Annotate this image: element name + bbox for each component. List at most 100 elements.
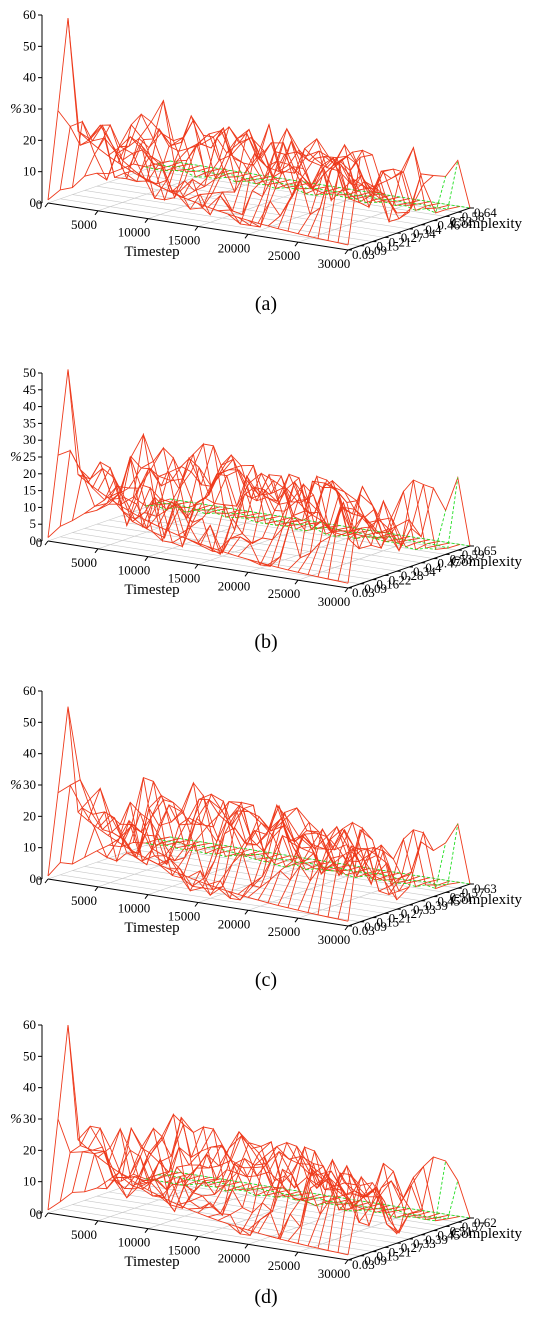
y-tick-label: 0.53 xyxy=(450,551,473,566)
z-tick-label: 20 xyxy=(23,808,36,823)
z-axis-label: % xyxy=(10,778,22,793)
x-tick-mark xyxy=(244,910,249,915)
x-axis-label: Timestep xyxy=(124,582,179,598)
surface-line-complexity xyxy=(59,449,361,567)
x-tick-label: 30000 xyxy=(318,1266,351,1281)
y-tick-label: 0.09 xyxy=(364,919,387,934)
surface-line-complexity xyxy=(71,467,373,554)
y-tick-label: 0.34 xyxy=(413,226,436,241)
x-tick-label: 20000 xyxy=(218,916,251,931)
surface-mesh xyxy=(47,1024,471,1256)
surface-line-complexity xyxy=(108,124,410,223)
y-tick-label: 0.28 xyxy=(401,568,424,583)
z-tick-label: 30 xyxy=(23,1111,36,1126)
y-tick-label: 0.45 xyxy=(437,1228,460,1243)
surface-line-complexity xyxy=(132,432,434,535)
x-tick-label: 10000 xyxy=(118,1235,151,1250)
surface-line-complexity xyxy=(84,1146,385,1213)
x-tick-mark xyxy=(244,234,249,239)
z-tick-label: 30 xyxy=(23,777,36,792)
surface-mesh xyxy=(47,18,471,246)
z-tick-label: 50 xyxy=(23,714,36,729)
x-tick-label: 25000 xyxy=(268,586,301,601)
surface-line-complexity xyxy=(47,18,349,246)
z-tick-label: 20 xyxy=(23,132,36,147)
x-tick-mark xyxy=(294,241,299,247)
surface-line-complexity xyxy=(71,807,373,890)
z-tick-label: 60 xyxy=(23,683,36,698)
y-tick-label: 0.09 xyxy=(364,581,387,596)
x-tick-mark xyxy=(94,1220,99,1226)
z-tick-label: 50 xyxy=(23,1048,36,1063)
y-tick-label: 0.65 xyxy=(474,543,497,558)
y-tick-label: 0.21 xyxy=(389,910,412,925)
y-tick-label: 0.34 xyxy=(413,564,436,579)
y-tick-label: 0.15 xyxy=(376,239,399,254)
surface-line-highlight xyxy=(157,477,459,549)
x-tick-mark xyxy=(194,1236,199,1241)
z-tick-label: 30 xyxy=(23,432,36,447)
x-tick-mark xyxy=(344,925,349,931)
y-tick-label: 0.09 xyxy=(364,243,387,258)
surface-line-timestep xyxy=(97,810,221,866)
x-tick-mark xyxy=(344,249,349,255)
surface-line-complexity xyxy=(96,1142,398,1235)
x-tick-label: 5000 xyxy=(71,1227,97,1242)
y-tick-label: 0.15 xyxy=(376,915,399,930)
x-tick-label: 0 xyxy=(36,873,43,888)
x-tick-label: 15000 xyxy=(168,909,201,924)
z-tick-label: 25 xyxy=(23,449,36,464)
x-tick-label: 25000 xyxy=(268,248,301,263)
surface-line-highlight xyxy=(169,836,471,885)
x-tick-mark xyxy=(194,902,199,907)
x-tick-mark xyxy=(44,202,49,208)
x-tick-label: 30000 xyxy=(318,932,351,947)
z-tick-label: 10 xyxy=(23,1174,36,1189)
y-axis-label: Complexity xyxy=(451,554,522,570)
y-tick-label: 0.57 xyxy=(462,885,485,900)
x-tick-label: 20000 xyxy=(218,578,251,593)
y-axis: 0.030.090.150.210.270.340.40.460.520.580… xyxy=(347,205,497,262)
surface-line-timestep xyxy=(267,1145,391,1240)
z-tick-label: 60 xyxy=(23,7,36,22)
z-tick-label: 40 xyxy=(23,746,36,761)
surface-line-complexity xyxy=(59,779,361,901)
surface-line-highlight xyxy=(157,160,459,210)
x-tick-label: 20000 xyxy=(218,240,251,255)
x-axis-label: Timestep xyxy=(124,920,179,936)
y-tick-label: 0.4 xyxy=(425,222,442,237)
surface-line-complexity xyxy=(120,454,422,549)
surface-line-complexity xyxy=(59,1125,361,1241)
surface-line-timestep xyxy=(97,466,221,530)
y-tick-label: 0.4 xyxy=(425,560,442,575)
x-tick-mark xyxy=(44,540,49,546)
x-tick-label: 25000 xyxy=(268,924,301,939)
y-tick-label: 0.58 xyxy=(462,209,485,224)
y-axis: 0.030.090.150.210.270.330.390.450.510.57… xyxy=(347,1215,497,1272)
surface-line-complexity xyxy=(71,120,373,216)
y-axis-label: Complexity xyxy=(451,892,522,908)
z-tick-label: 60 xyxy=(23,1017,36,1032)
x-tick-label: 15000 xyxy=(168,571,201,586)
surface-line-complexity xyxy=(120,793,422,887)
x-tick-mark xyxy=(144,556,149,561)
z-tick-label: 40 xyxy=(23,1080,36,1095)
y-tick-label: 0.33 xyxy=(413,902,436,917)
z-tick-label: 30 xyxy=(23,101,36,116)
x-tick-label: 10000 xyxy=(118,563,151,578)
y-tick-label: 0.21 xyxy=(389,234,412,249)
z-tick-label: 35 xyxy=(23,415,36,430)
surface-line-timestep xyxy=(67,706,191,863)
z-tick-label: 50 xyxy=(23,365,36,380)
z-tick-label: 0 xyxy=(30,1205,37,1220)
surface-line-complexity xyxy=(84,811,385,882)
surface-line-highlight xyxy=(169,160,471,209)
x-tick-mark xyxy=(344,1259,349,1265)
x-tick-mark xyxy=(44,1212,49,1218)
x-tick-label: 5000 xyxy=(71,893,97,908)
y-tick-label: 0.45 xyxy=(437,894,460,909)
x-axis: 0 5000 10000 15000 20000 25000 30000 xyxy=(36,1207,351,1281)
z-tick-label: 50 xyxy=(23,38,36,53)
surface-line-highlight xyxy=(169,498,471,547)
